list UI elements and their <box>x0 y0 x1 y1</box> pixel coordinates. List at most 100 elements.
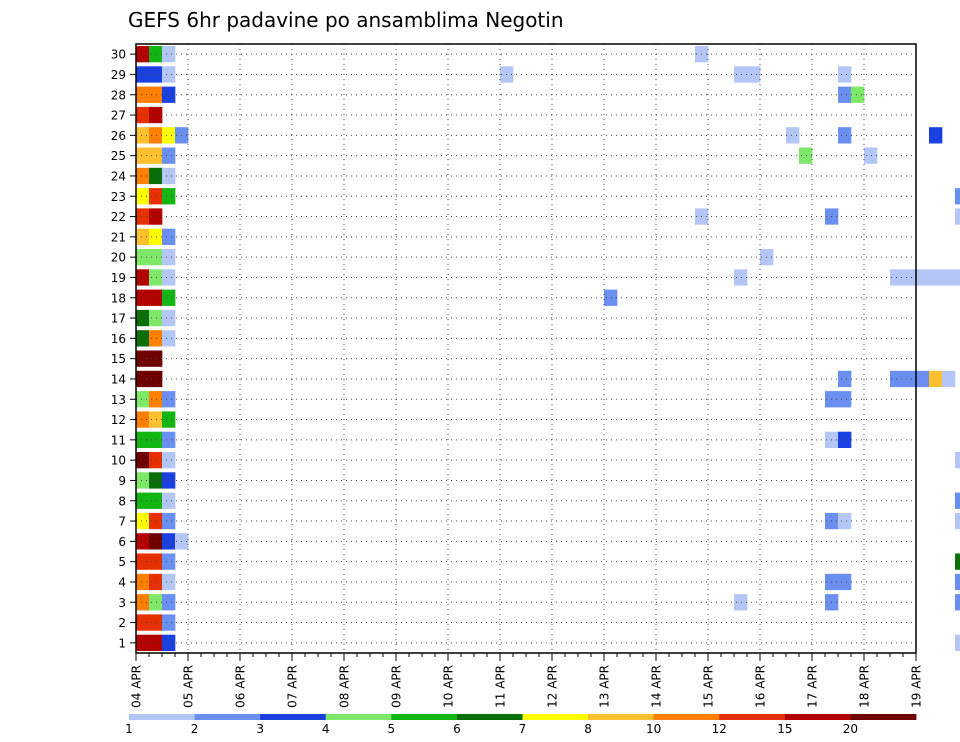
colorbar-label: 8 <box>584 722 592 736</box>
heatmap-cell <box>136 594 150 611</box>
heatmap-cell <box>162 614 176 631</box>
colorbar-label: 6 <box>453 722 461 736</box>
heatmap-cell <box>162 188 176 205</box>
heatmap-cell <box>149 553 163 570</box>
heatmap-cell <box>903 370 917 388</box>
y-tick-label: 9 <box>118 474 126 488</box>
y-tick-label: 23 <box>111 190 126 204</box>
heatmap-cell <box>149 86 163 103</box>
x-tick-label: 08 APR <box>338 665 352 708</box>
heatmap-cell <box>162 289 176 306</box>
heatmap-cell <box>955 634 960 651</box>
heatmap-cell <box>838 512 852 530</box>
heatmap-cell <box>136 46 150 63</box>
x-tick-label: 15 APR <box>702 665 716 708</box>
heatmap-cell <box>136 472 150 489</box>
heatmap-cell <box>136 573 150 591</box>
heatmap-cell <box>149 249 163 266</box>
x-tick-label: 19 APR <box>910 665 924 708</box>
y-tick-label: 11 <box>111 433 126 447</box>
heatmap-cell <box>136 411 150 428</box>
colorbar-swatch <box>194 714 261 720</box>
heatmap-cell <box>149 127 163 144</box>
heatmap-cell <box>149 46 163 63</box>
heatmap-cell <box>149 188 163 205</box>
heatmap-cell <box>136 533 150 550</box>
colorbar-swatch <box>129 714 195 720</box>
heatmap-cell <box>734 66 748 83</box>
y-tick-label: 28 <box>111 88 126 102</box>
colorbar-swatch <box>391 714 458 720</box>
colorbar-swatch <box>522 714 589 720</box>
heatmap-cell <box>162 46 176 63</box>
heatmap-cell <box>734 594 748 611</box>
heatmap-cell <box>149 167 163 185</box>
y-tick-label: 6 <box>118 535 126 549</box>
heatmap-cell <box>162 147 176 164</box>
colorbar-swatch <box>784 714 851 720</box>
heatmap-cells <box>136 46 960 651</box>
heatmap-cell <box>162 330 176 347</box>
heatmap-cell <box>136 127 150 144</box>
heatmap-cell <box>136 269 150 286</box>
heatmap-cell <box>149 309 163 327</box>
heatmap-cell <box>955 492 960 509</box>
colorbar-label: 3 <box>256 722 264 736</box>
heatmap-cell <box>162 553 176 570</box>
heatmap-cell <box>149 431 163 448</box>
y-tick-label: 2 <box>118 616 126 630</box>
heatmap-cell <box>838 66 852 83</box>
y-tick-label: 12 <box>111 413 126 427</box>
y-tick-label: 20 <box>111 251 126 265</box>
heatmap-cell <box>838 86 852 103</box>
heatmap-cell <box>149 573 163 591</box>
heatmap-cell <box>149 330 163 347</box>
heatmap-cell <box>162 472 176 489</box>
heatmap-cell <box>149 512 163 530</box>
y-tick-label: 1 <box>118 636 126 650</box>
heatmap-cell <box>955 208 960 225</box>
heatmap-cell <box>149 614 163 631</box>
heatmap-cell <box>747 66 761 83</box>
heatmap-cell <box>136 614 150 631</box>
heatmap-cell <box>136 289 150 306</box>
x-axis-ticks: 04 APR 05 APR 06 APR 07 APR 08 APR 09 APR 10 A… <box>130 653 924 708</box>
heatmap-cell <box>149 208 163 225</box>
heatmap-cell <box>149 228 163 245</box>
heatmap-cell <box>851 86 865 103</box>
heatmap-cell <box>136 228 150 245</box>
y-tick-label: 27 <box>111 109 126 123</box>
heatmap-cell <box>162 594 176 611</box>
colorbar-legend: 1 2 3 4 5 6 7 8 10 12 15 20 <box>125 714 917 736</box>
grid-lines <box>136 44 916 653</box>
heatmap-cell <box>838 431 852 448</box>
heatmap-cell <box>136 330 150 347</box>
heatmap-cell <box>136 452 150 469</box>
y-tick-label: 10 <box>111 454 126 468</box>
heatmap-cell <box>929 127 943 144</box>
heatmap-cell <box>136 431 150 448</box>
y-tick-label: 13 <box>111 393 126 407</box>
heatmap-cell <box>955 452 960 469</box>
x-tick-label: 09 APR <box>390 665 404 708</box>
y-tick-label: 22 <box>111 210 126 224</box>
heatmap-cell <box>916 269 930 286</box>
heatmap-cell <box>799 147 813 164</box>
x-tick-label: 07 APR <box>286 665 300 708</box>
y-tick-label: 4 <box>118 575 126 589</box>
x-tick-label: 14 APR <box>650 665 664 708</box>
heatmap-cell <box>162 411 176 428</box>
heatmap-cell <box>955 594 960 611</box>
y-tick-label: 25 <box>111 149 126 163</box>
colorbar-label: 7 <box>519 722 527 736</box>
colorbar-swatch <box>456 714 523 720</box>
colorbar-label: 10 <box>646 722 661 736</box>
heatmap-cell <box>162 492 176 509</box>
x-tick-label: 11 APR <box>494 665 508 708</box>
heatmap-cell <box>136 106 150 124</box>
heatmap-cell <box>929 370 943 388</box>
colorbar-label: 5 <box>388 722 396 736</box>
colorbar-swatch <box>588 714 655 720</box>
heatmap-cell <box>149 289 163 306</box>
